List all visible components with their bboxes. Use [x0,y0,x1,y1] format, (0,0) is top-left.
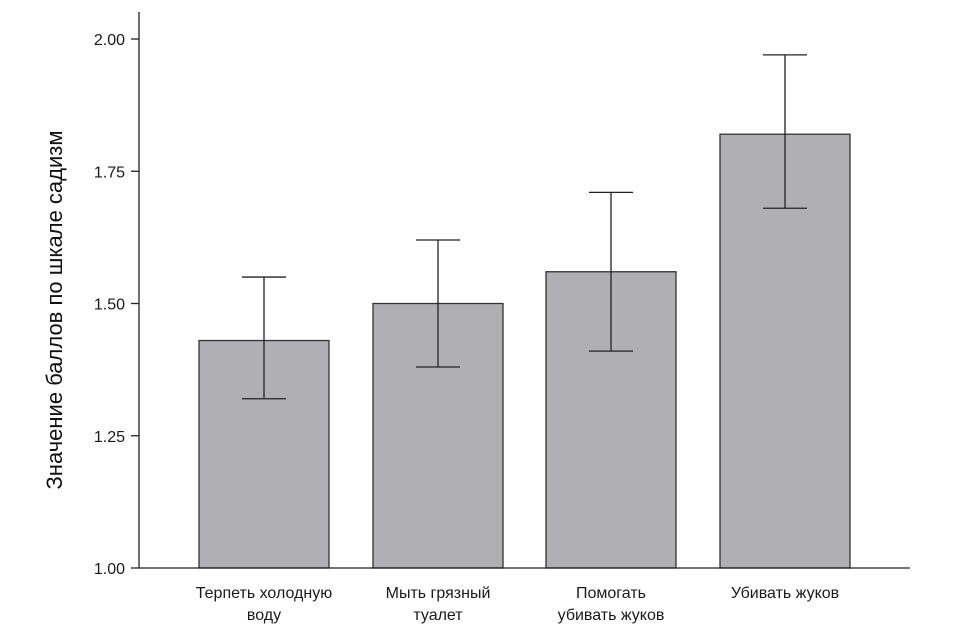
x-category-label: Мыть грязный [386,585,491,602]
y-tick-label: 1.75 [94,164,125,181]
y-tick-label: 1.25 [94,429,125,446]
bars-layer [198,133,851,569]
x-category-label: воду [247,607,281,624]
y-tick-label: 1.00 [94,561,125,578]
error-bars-layer [242,54,807,400]
x-category-label: туалет [413,607,463,624]
y-tick-label: 2.00 [94,32,125,49]
y-ticks-layer: 1.00 1.25 1.50 1.75 2.00 [94,32,139,578]
y-tick-label: 1.50 [94,297,125,314]
x-category-label: Терпеть холодную [196,585,332,602]
x-category-label: Убивать жуков [731,585,839,602]
x-category-label: убивать жуков [558,607,665,624]
x-category-label: Помогать [576,585,646,602]
x-labels-layer: Терпеть холодную воду Мыть грязный туалет По… [196,585,839,624]
y-axis-title: Значение баллов по шкале садизм [42,131,67,490]
